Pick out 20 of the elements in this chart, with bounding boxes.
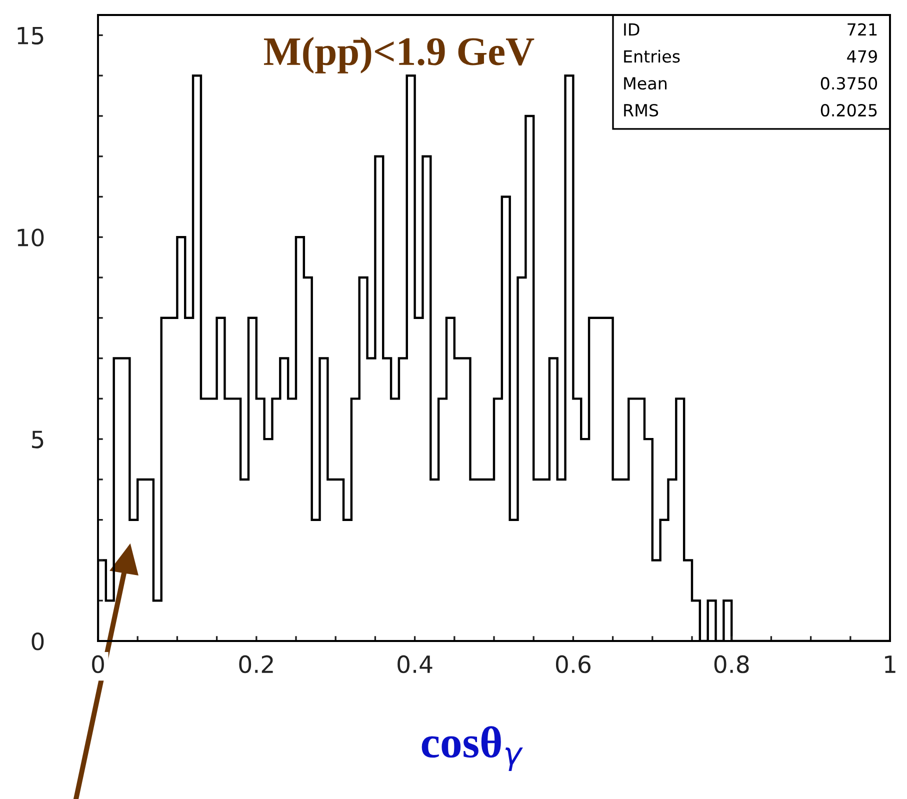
y-tick-label: 5 xyxy=(32,430,44,448)
annotation: 721 xyxy=(848,23,877,36)
y-tick-label: 15 xyxy=(18,26,44,44)
y-tick-label: 10 xyxy=(18,228,44,246)
x-tick-label: 0.4 xyxy=(398,655,432,674)
chart-title: M(pp̄)<1.9 GeV xyxy=(264,36,534,74)
x-tick-label: 0 xyxy=(92,655,104,674)
x-tick-label: 1 xyxy=(885,656,896,673)
annotation: 0.2025 xyxy=(820,104,877,117)
x-tick-label: 0.6 xyxy=(556,655,590,674)
annotation: 0.3750 xyxy=(820,77,878,90)
annotation: Entries xyxy=(624,50,680,63)
y-tick-label: 0 xyxy=(32,632,44,650)
annotation: Mean xyxy=(624,77,666,90)
x-axis-title: cosθ$_{γ}$ xyxy=(422,726,523,771)
annotation: RMS xyxy=(624,104,658,117)
x-tick-label: 0.8 xyxy=(714,655,749,674)
x-tick-label: 0.2 xyxy=(239,655,273,674)
annotation: 479 xyxy=(847,50,877,63)
annotation: ID xyxy=(624,23,640,36)
